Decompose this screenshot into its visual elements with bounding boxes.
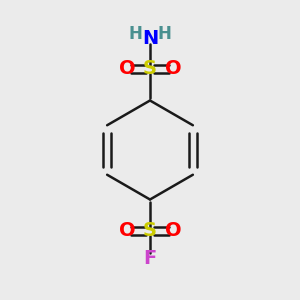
Text: O: O — [165, 59, 182, 79]
Text: O: O — [118, 221, 135, 241]
Text: F: F — [143, 248, 157, 268]
Text: O: O — [118, 59, 135, 79]
Text: H: H — [158, 25, 171, 43]
Text: S: S — [143, 59, 157, 79]
Text: O: O — [165, 221, 182, 241]
Text: N: N — [142, 29, 158, 49]
Text: S: S — [143, 221, 157, 241]
Text: H: H — [129, 25, 142, 43]
